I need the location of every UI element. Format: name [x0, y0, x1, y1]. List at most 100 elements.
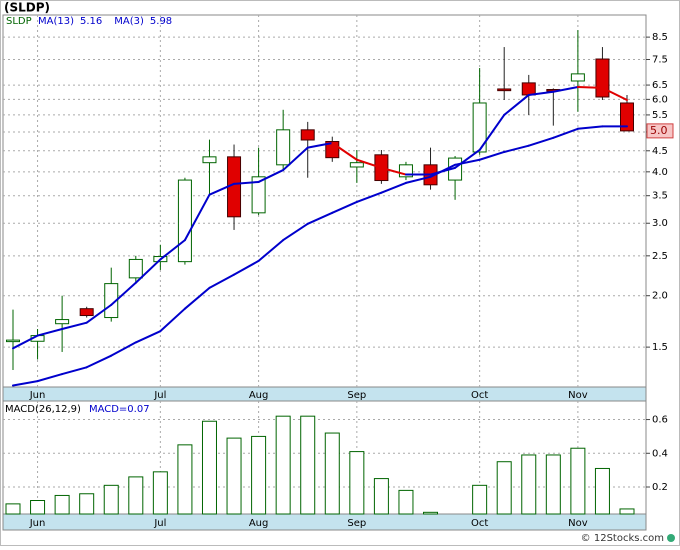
- ma-line: [208, 273, 236, 289]
- ma-line: [12, 334, 39, 350]
- legend-name: MA(13): [38, 16, 74, 27]
- legend-value: MACD=0.07: [89, 404, 150, 415]
- bar: [373, 478, 389, 515]
- y-tick-label: 4.5: [652, 146, 668, 157]
- logo: [667, 534, 675, 542]
- ma-line: [306, 211, 334, 225]
- ma-line: [282, 146, 309, 172]
- candle-body: [497, 88, 512, 92]
- bar: [496, 461, 512, 515]
- ma-line: [282, 222, 309, 242]
- candle-body: [300, 129, 315, 141]
- bar: [275, 415, 291, 515]
- ma-line: [306, 142, 334, 149]
- ma-line: [85, 354, 113, 369]
- x-tick-label: Nov: [568, 518, 588, 529]
- legend-value: 5.98: [150, 16, 172, 27]
- ma-line: [576, 85, 604, 89]
- x-axis-strip: [2, 386, 647, 402]
- y-tick-label: 2.0: [652, 291, 668, 302]
- ma-line: [355, 158, 383, 169]
- y-tick-label: 3.5: [652, 191, 668, 202]
- bar: [349, 451, 365, 515]
- ma-line: [36, 328, 64, 337]
- ma-line: [503, 93, 530, 116]
- ma-line: [85, 303, 113, 324]
- bar: [324, 432, 340, 515]
- y-tick-label: 0.6: [652, 415, 668, 426]
- ma-line: [601, 86, 628, 101]
- ma-line: [576, 125, 604, 130]
- y-tick-label: 0.4: [652, 448, 668, 459]
- ma-line: [380, 181, 407, 194]
- ma-line: [257, 169, 285, 183]
- candle-body: [55, 319, 70, 325]
- x-tick-label: Oct: [471, 518, 488, 529]
- bar: [300, 415, 316, 515]
- ma-line: [110, 341, 137, 357]
- candle-body: [202, 156, 217, 164]
- bar: [177, 444, 193, 515]
- ma-line: [503, 144, 530, 153]
- candle-body: [276, 129, 291, 166]
- ma-line: [233, 180, 260, 185]
- ma-line: [552, 127, 579, 139]
- bar: [521, 454, 537, 515]
- candle-body: [472, 102, 487, 153]
- ma-line: [134, 258, 162, 284]
- ma-line: [527, 90, 555, 96]
- ma-line: [478, 113, 506, 151]
- bar: [152, 471, 168, 515]
- x-tick-label: Sep: [347, 518, 366, 529]
- ma-line: [159, 307, 186, 333]
- ma-line: [233, 259, 260, 276]
- x-tick-label: Jul: [153, 390, 166, 401]
- x-tick-label: Sep: [347, 390, 366, 401]
- ma-line: [12, 380, 39, 387]
- y-tick-label: 7.5: [652, 54, 668, 65]
- candle-body: [620, 102, 634, 132]
- y-tick-label: 1.5: [652, 342, 668, 353]
- bar: [570, 447, 586, 515]
- y-tick-label: 5.5: [652, 110, 668, 121]
- x-tick-label: Nov: [568, 390, 588, 401]
- ma-line: [61, 321, 88, 331]
- y-tick-label: 6.5: [652, 80, 668, 91]
- ma-line: [110, 281, 137, 306]
- candle-body: [398, 164, 413, 178]
- bar: [30, 500, 46, 515]
- y-tick-label: 4.0: [652, 167, 668, 178]
- ma-line: [527, 136, 555, 147]
- candle-body: [595, 58, 610, 98]
- bar: [5, 503, 21, 515]
- x-tick-label: Aug: [249, 518, 269, 529]
- candle-body: [128, 258, 143, 279]
- candle-body: [79, 308, 94, 317]
- footer: © 12Stocks.com: [581, 533, 664, 544]
- legend-name: MACD(26,12,9): [5, 404, 81, 415]
- bar: [472, 484, 488, 515]
- candle-body: [521, 82, 536, 96]
- ma-line: [331, 142, 358, 161]
- ma-line: [183, 193, 211, 242]
- y-tick-label: 6.0: [652, 94, 668, 105]
- x-axis-strip: [2, 513, 647, 531]
- ma-line: [134, 330, 162, 344]
- last-price-box: [646, 123, 674, 139]
- bar: [251, 435, 267, 515]
- ma-line: [257, 239, 285, 262]
- ma-line: [355, 191, 383, 203]
- ma-line: [404, 175, 432, 184]
- x-tick-label: Jun: [29, 390, 46, 401]
- bar: [398, 489, 414, 515]
- x-tick-label: Jun: [29, 518, 46, 529]
- candle-body: [104, 283, 119, 319]
- bar: [201, 420, 217, 515]
- ma-line: [454, 148, 481, 169]
- ma-line: [159, 239, 186, 261]
- ma-line: [183, 286, 211, 310]
- bar: [619, 508, 635, 515]
- candle-body: [349, 162, 364, 168]
- y-tick-label: 8.5: [652, 32, 668, 43]
